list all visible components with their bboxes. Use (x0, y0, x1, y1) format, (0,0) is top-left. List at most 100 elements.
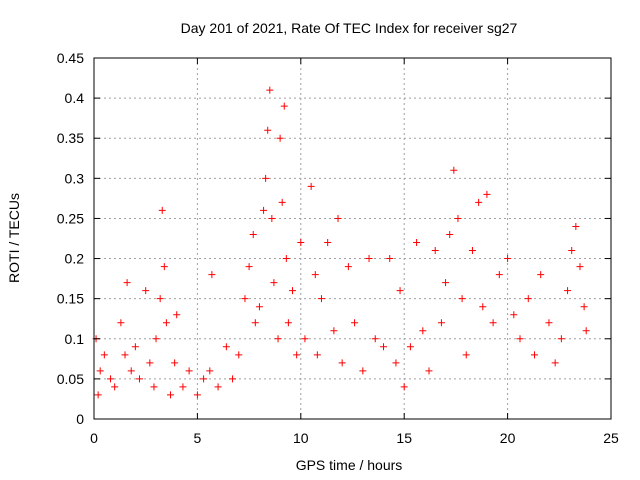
data-point (406, 343, 414, 351)
y-tick-label: 0.3 (65, 170, 85, 186)
data-point (251, 319, 259, 327)
data-point (307, 182, 315, 190)
data-point (206, 367, 214, 375)
data-point (580, 303, 588, 311)
data-point (117, 319, 125, 327)
data-point (524, 295, 532, 303)
data-point (572, 222, 580, 230)
x-tick-label: 25 (603, 430, 619, 446)
data-point (419, 327, 427, 335)
y-tick-label: 0.35 (57, 130, 84, 146)
data-point (489, 319, 497, 327)
data-point (479, 303, 487, 311)
y-tick-label: 0.15 (57, 291, 84, 307)
data-point (537, 271, 545, 279)
data-point (241, 295, 249, 303)
data-point (392, 359, 400, 367)
y-tick-label: 0.1 (65, 331, 85, 347)
data-point (380, 343, 388, 351)
data-point (135, 375, 143, 383)
data-point (270, 279, 278, 287)
y-axis-label: ROTI / TECUs (6, 193, 22, 283)
data-point (413, 239, 421, 247)
y-axis-ticks: 0 0.05 0.1 0.15 0.2 0.25 0.3 0.35 0.4 0.45 (57, 50, 611, 427)
data-point (365, 255, 373, 263)
data-point (386, 255, 394, 263)
data-point (458, 295, 466, 303)
data-point (301, 335, 309, 343)
data-point (162, 319, 170, 327)
x-axis-label: GPS time / hours (296, 457, 403, 473)
data-point (264, 126, 272, 134)
data-point (276, 134, 284, 142)
data-points (92, 86, 590, 399)
y-tick-label: 0.45 (57, 50, 84, 66)
y-tick-label: 0.2 (65, 251, 85, 267)
data-point (127, 367, 135, 375)
data-point (313, 351, 321, 359)
data-point (235, 351, 243, 359)
data-point (351, 319, 359, 327)
data-point (150, 383, 158, 391)
data-point (437, 319, 445, 327)
x-tick-label: 5 (194, 430, 202, 446)
data-point (454, 214, 462, 222)
plot-frame (93, 57, 612, 420)
x-tick-label: 20 (500, 430, 516, 446)
data-point (229, 375, 237, 383)
data-point (396, 287, 404, 295)
data-point (564, 287, 572, 295)
data-point (96, 367, 104, 375)
data-point (442, 279, 450, 287)
data-point (158, 206, 166, 214)
data-point (249, 230, 257, 238)
data-point (297, 239, 305, 247)
data-point (100, 351, 108, 359)
data-point (123, 279, 131, 287)
data-point (330, 327, 338, 335)
data-point (359, 367, 367, 375)
data-point (152, 335, 160, 343)
data-point (160, 263, 168, 271)
data-point (468, 247, 476, 255)
data-point (282, 255, 290, 263)
data-point (557, 335, 565, 343)
data-point (173, 311, 181, 319)
data-point (425, 367, 433, 375)
data-point (483, 190, 491, 198)
data-point (400, 383, 408, 391)
data-point (142, 287, 150, 295)
data-point (131, 343, 139, 351)
data-point (371, 335, 379, 343)
data-point (551, 359, 559, 367)
data-point (179, 383, 187, 391)
x-tick-label: 15 (396, 430, 412, 446)
data-point (185, 367, 193, 375)
data-point (510, 311, 518, 319)
data-point (446, 230, 454, 238)
data-point (266, 86, 274, 94)
data-point (324, 239, 332, 247)
data-point (111, 383, 119, 391)
data-point (262, 174, 270, 182)
data-point (121, 351, 129, 359)
data-point (576, 263, 584, 271)
data-point (495, 271, 503, 279)
chart-title: Day 201 of 2021, Rate Of TEC Index for r… (181, 20, 518, 36)
data-point (311, 271, 319, 279)
data-point (475, 198, 483, 206)
y-tick-label: 0 (76, 411, 84, 427)
data-point (274, 335, 282, 343)
data-point (214, 383, 222, 391)
x-tick-label: 0 (90, 430, 98, 446)
y-tick-label: 0.4 (65, 90, 85, 106)
data-point (156, 295, 164, 303)
data-point (504, 255, 512, 263)
data-point (193, 391, 201, 399)
data-point (293, 351, 301, 359)
data-point (338, 359, 346, 367)
data-point (280, 102, 288, 110)
data-point (545, 319, 553, 327)
data-point (462, 351, 470, 359)
